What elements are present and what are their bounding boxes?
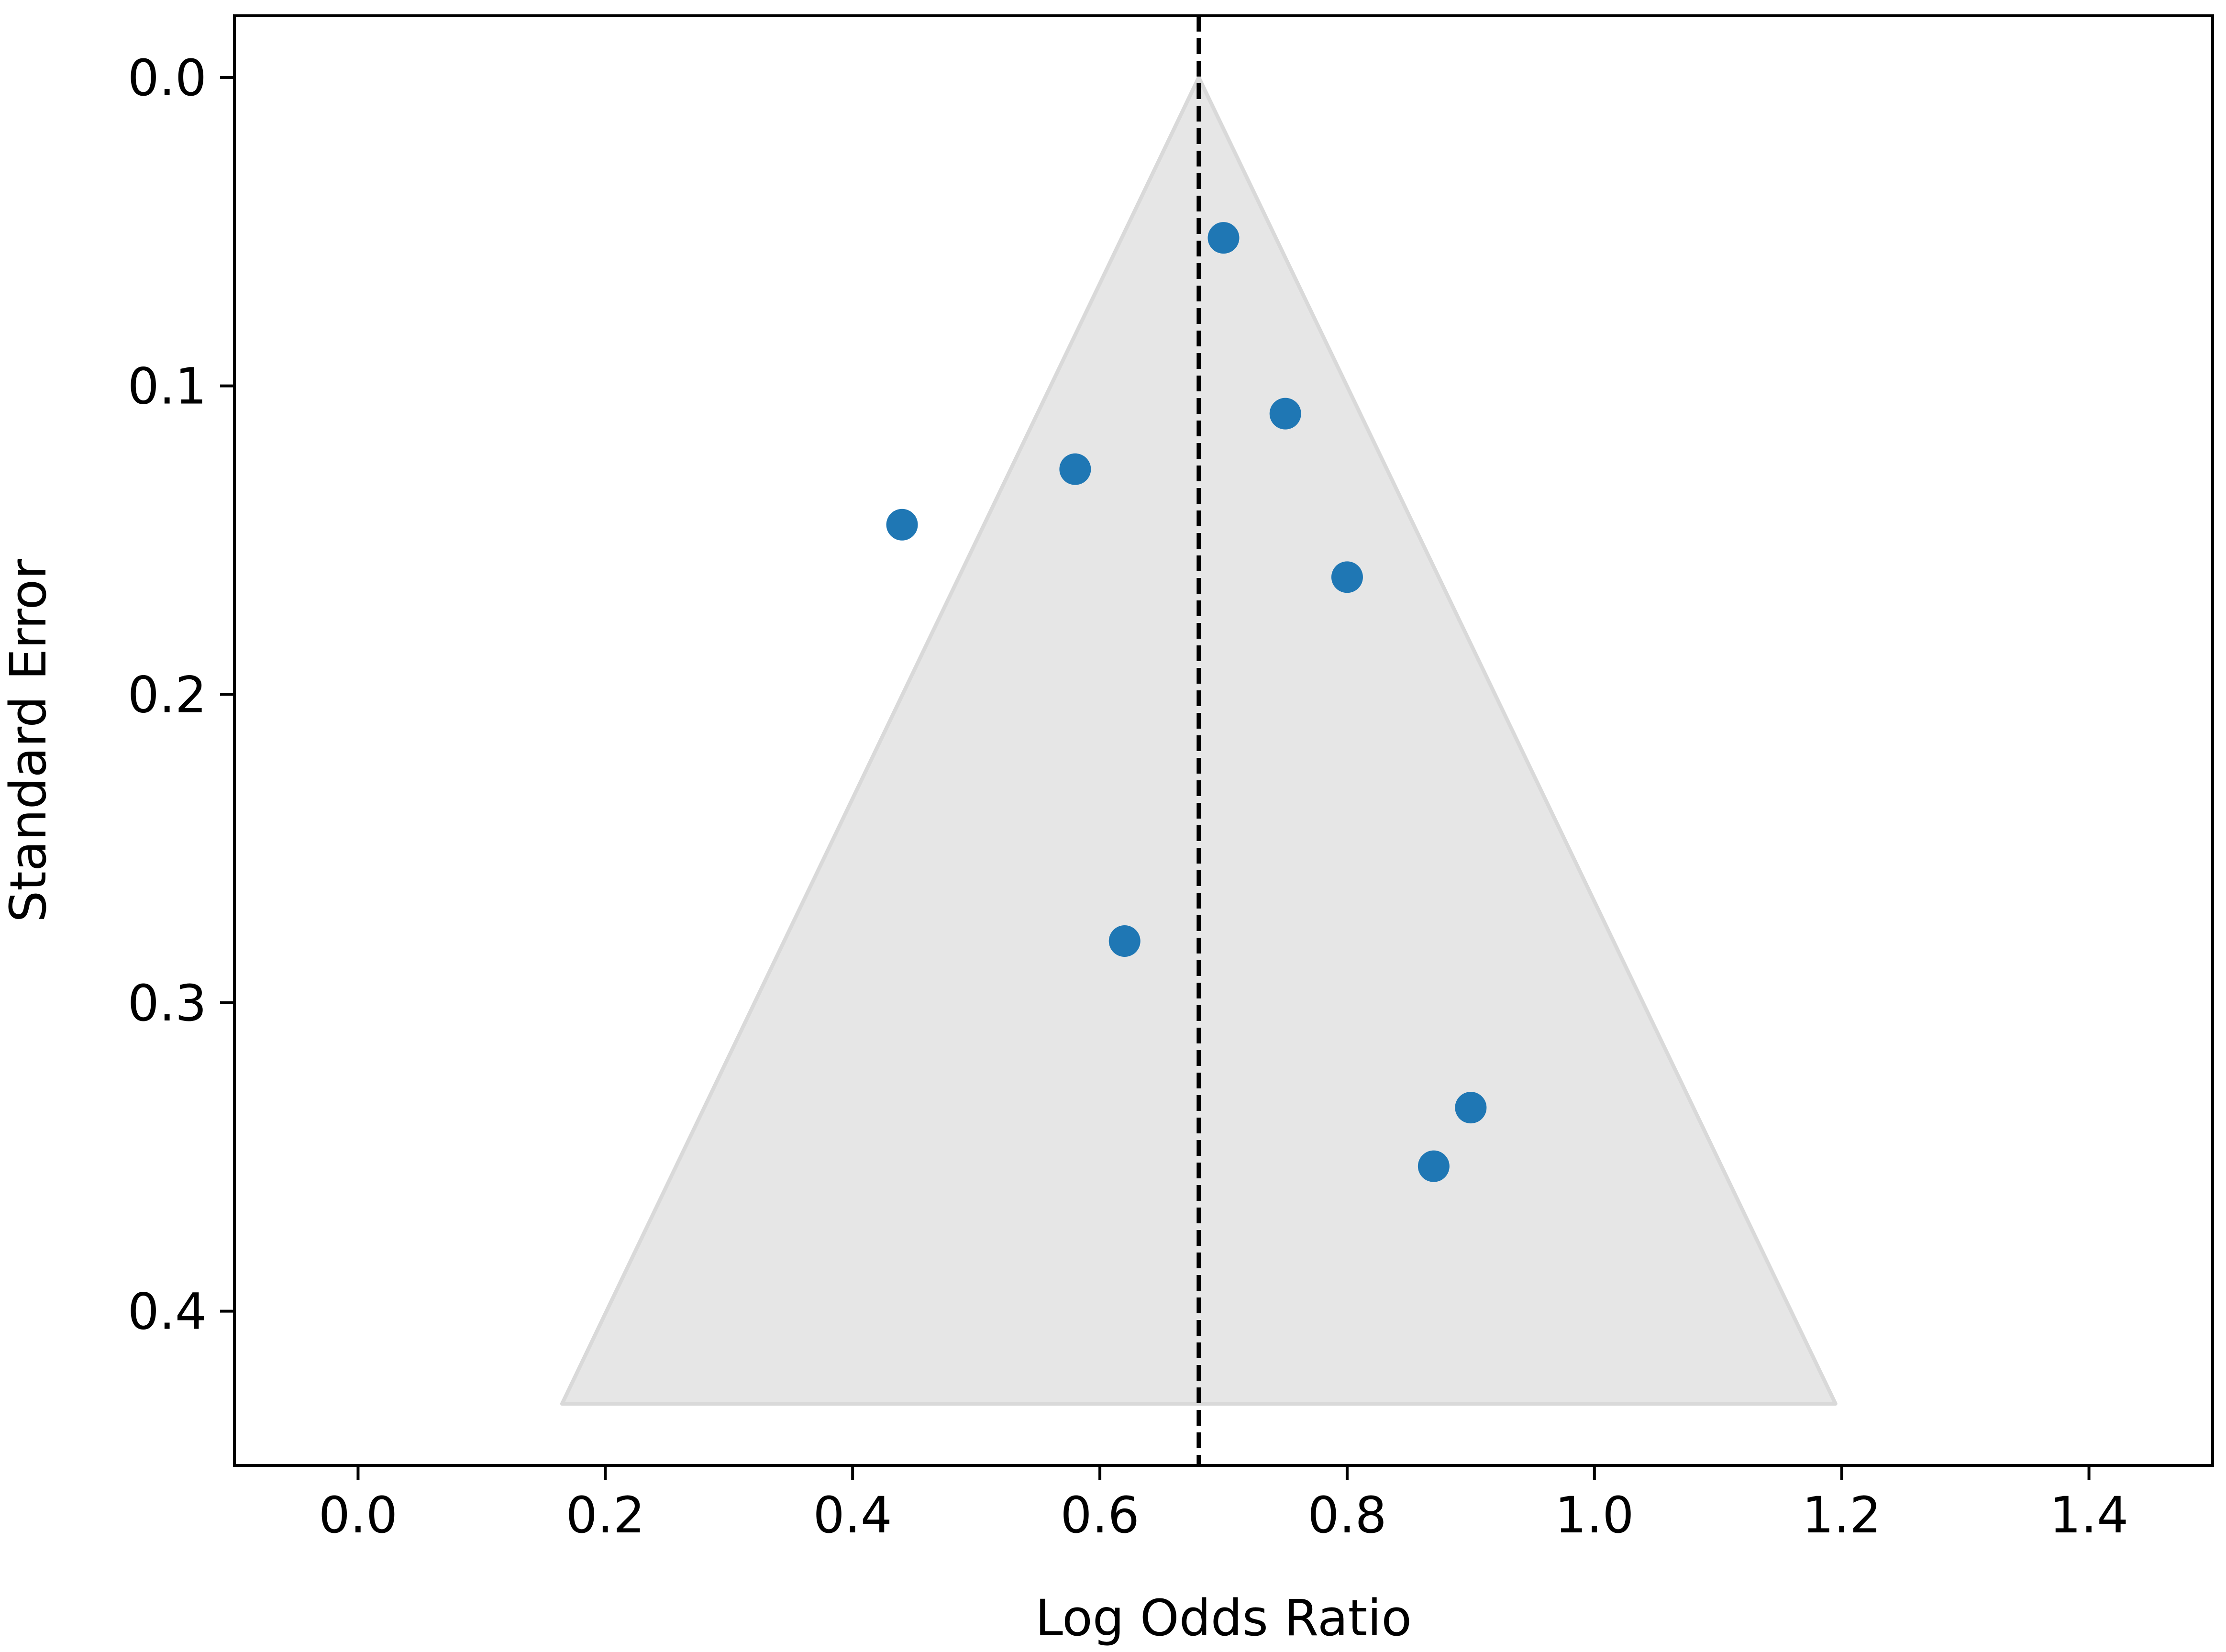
plot-layer <box>560 16 1838 1465</box>
study-point <box>1331 561 1363 593</box>
study-point <box>1269 398 1301 430</box>
y-tick-label: 0.3 <box>128 974 207 1032</box>
axis-layer: 0.0 0.2 0.4 0.6 0.8 1.0 1.2 1.4 0.0 0.1 0.2 0.3 0.4 <box>128 14 2214 1544</box>
y-tick-label: 0.0 <box>128 49 207 107</box>
y-tick-label: 0.2 <box>128 665 207 724</box>
y-axis-label: Standard Error <box>0 559 57 922</box>
x-tick-label: 0.6 <box>1060 1486 1139 1544</box>
study-point <box>1418 1150 1450 1182</box>
x-tick-label: 0.8 <box>1307 1486 1386 1544</box>
axes-frame <box>233 14 2214 1467</box>
x-tick-label: 1.4 <box>2049 1486 2128 1544</box>
x-tick-label: 1.2 <box>1802 1486 1881 1544</box>
y-tick-label: 0.4 <box>128 1283 207 1341</box>
x-tick-label: 1.0 <box>1555 1486 1634 1544</box>
x-tick-label: 0.4 <box>813 1486 892 1544</box>
x-tick-label: 0.0 <box>319 1486 398 1544</box>
x-tick-label: 0.2 <box>566 1486 645 1544</box>
study-point <box>1108 925 1141 957</box>
study-point <box>886 509 918 541</box>
y-tick-label: 0.1 <box>128 357 207 416</box>
study-point <box>1455 1092 1487 1124</box>
x-axis-label: Log Odds Ratio <box>1035 1589 1412 1647</box>
study-point <box>1059 453 1091 485</box>
study-point <box>1207 222 1240 254</box>
